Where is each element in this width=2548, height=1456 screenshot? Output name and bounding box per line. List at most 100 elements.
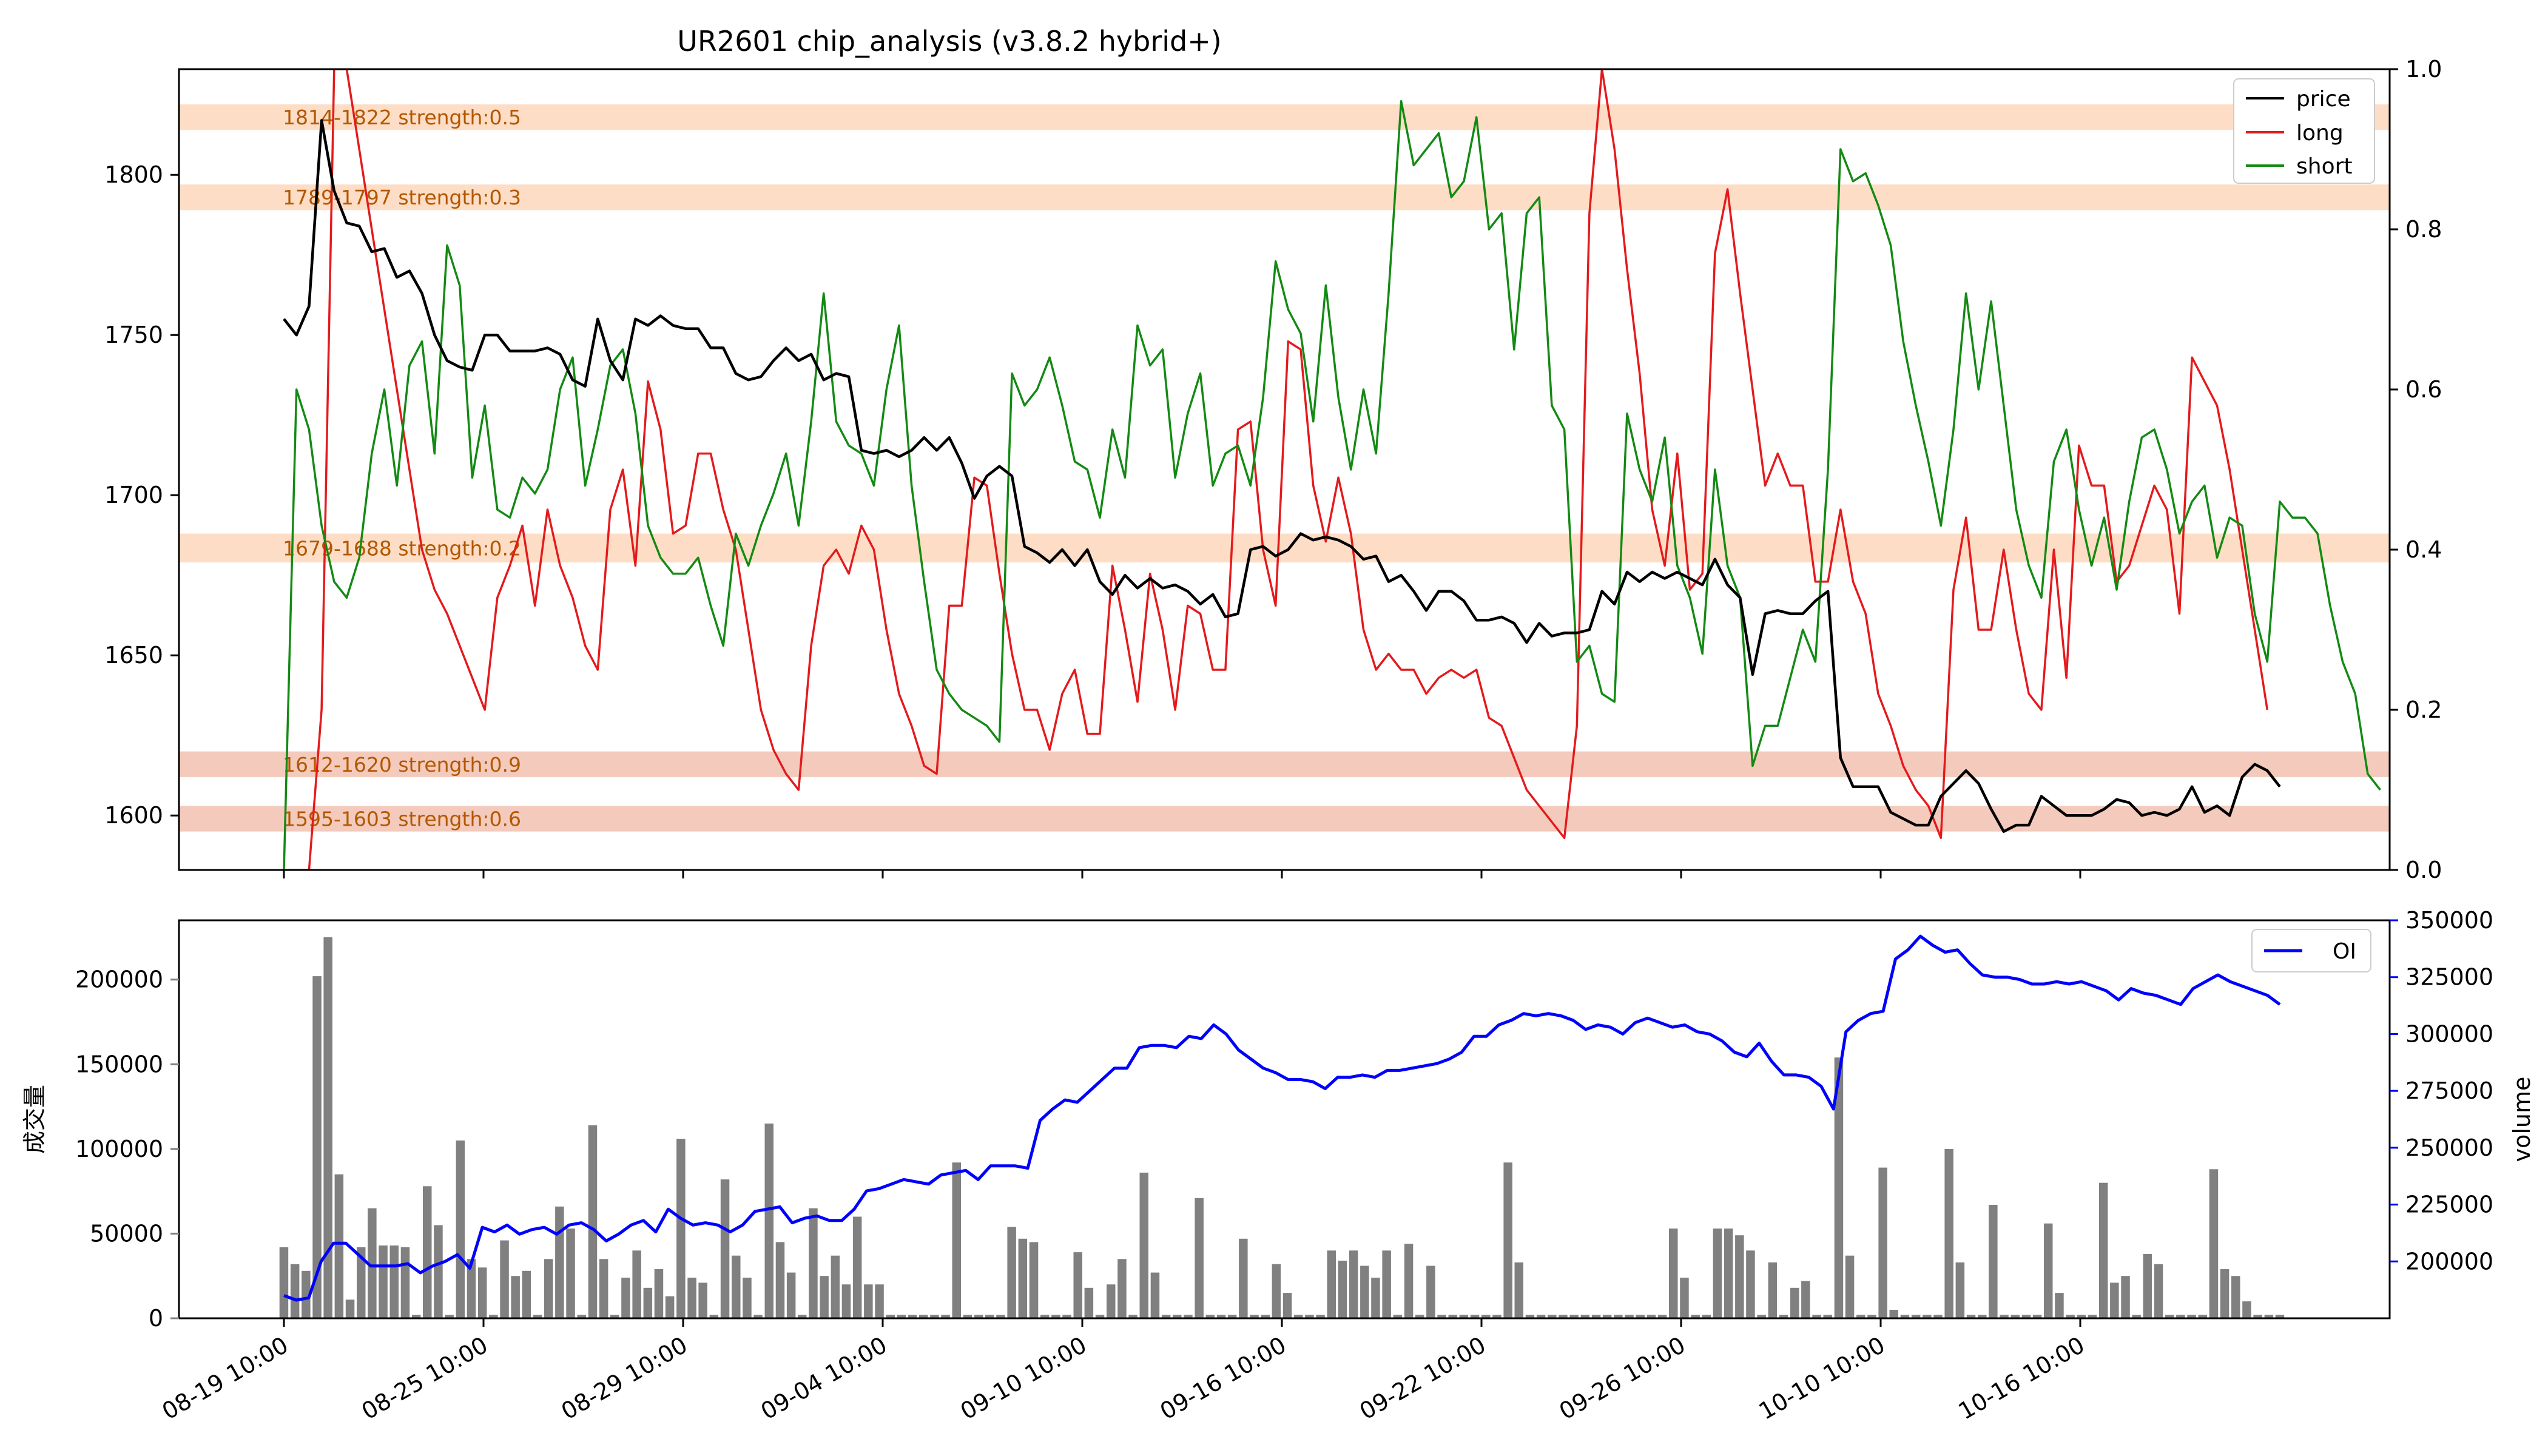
x-tick-label-7: 09-26 10:00 [1555, 1332, 1690, 1425]
zone-band-2 [179, 533, 2390, 563]
volume-bar [2066, 1315, 2075, 1318]
volume-bar [2220, 1269, 2230, 1318]
volume-bar [2044, 1223, 2053, 1318]
volume-bar [1702, 1315, 1711, 1318]
x-tick-label-5: 09-16 10:00 [1156, 1332, 1291, 1425]
volume-bar [1117, 1259, 1127, 1318]
volume-bar [1559, 1315, 1568, 1318]
volume-bar [2176, 1315, 2185, 1318]
volume-bar [1371, 1278, 1380, 1318]
volume-tick-label-3: 150000 [75, 1051, 163, 1077]
volume-bar [2231, 1276, 2240, 1318]
price-legend: price long short [2233, 78, 2375, 184]
oi-tick-label-3: 275000 [2405, 1077, 2493, 1104]
volume-bar [1812, 1315, 1821, 1318]
x-tick-label-6: 09-22 10:00 [1355, 1332, 1491, 1425]
oi-tick-label-5: 325000 [2405, 964, 2493, 991]
volume-bar [1923, 1315, 1932, 1318]
volume-bar [1845, 1255, 1855, 1318]
volume-bar [1007, 1227, 1016, 1318]
volume-bars [279, 937, 2285, 1318]
volume-bar [1205, 1315, 1215, 1318]
volume-bar [1933, 1315, 1943, 1318]
strength-tick-label-1: 0.2 [2405, 696, 2442, 723]
volume-bar [1768, 1262, 1778, 1318]
volume-bar [1790, 1287, 1799, 1318]
volume-bar [875, 1284, 884, 1318]
volume-bar [1150, 1272, 1160, 1318]
strength-tick-label-2: 0.4 [2405, 536, 2442, 563]
volume-bar [1382, 1250, 1391, 1318]
volume-tick-label-1: 50000 [90, 1220, 163, 1247]
volume-bar [489, 1315, 498, 1318]
volume-bar [2021, 1315, 2031, 1318]
oi-series-group [283, 934, 2281, 1302]
zone-label-4: 1595-1603 strength:0.6 [283, 807, 521, 831]
volume-bar [1823, 1315, 1832, 1318]
volume-bar [1195, 1198, 1204, 1318]
volume-axis-label: 成交量 [21, 1085, 48, 1154]
volume-bar [290, 1264, 300, 1318]
x-tick-label-8: 10-10 10:00 [1754, 1332, 1890, 1425]
volume-bar [2143, 1253, 2152, 1318]
volume-plot-frame [178, 919, 2391, 1320]
volume-bar [456, 1140, 465, 1318]
volume-bar [1095, 1315, 1105, 1318]
volume-bar [2198, 1315, 2207, 1318]
volume-bar [621, 1278, 630, 1318]
volume-bar [1602, 1315, 1612, 1318]
zone-label-0: 1814-1822 strength:0.5 [283, 106, 521, 129]
volume-bar [2032, 1315, 2042, 1318]
volume-bar [467, 1259, 476, 1318]
volume-bar [941, 1315, 950, 1318]
volume-bar [1261, 1315, 1270, 1318]
volume-bar [1107, 1284, 1116, 1318]
volume-bar [2010, 1315, 2020, 1318]
volume-bar [1548, 1315, 1557, 1318]
volume-bar [1448, 1315, 1457, 1318]
volume-bar [1724, 1228, 1733, 1318]
price-plot-frame [178, 68, 2391, 871]
volume-bar [610, 1315, 619, 1318]
volume-bar [2132, 1315, 2141, 1318]
volume-bar [1040, 1315, 1050, 1318]
volume-bar [952, 1162, 961, 1318]
volume-bar [1018, 1238, 1028, 1318]
volume-bar [1404, 1244, 1414, 1318]
volume-bar [533, 1315, 542, 1318]
volume-bar [1900, 1315, 1910, 1318]
volume-bar [1393, 1315, 1403, 1318]
volume-bar [334, 1174, 344, 1318]
volume-bar [555, 1206, 564, 1318]
volume-bar [2121, 1276, 2130, 1318]
volume-bar [798, 1315, 807, 1318]
volume-bar [1889, 1310, 1898, 1318]
volume-bar [687, 1278, 696, 1318]
volume-bar [1426, 1266, 1435, 1318]
volume-bar [1349, 1250, 1358, 1318]
volume-bar [1327, 1250, 1336, 1318]
oi-tick-label-2: 250000 [2405, 1134, 2493, 1161]
volume-bar [379, 1245, 388, 1318]
series-short-line [283, 100, 2381, 870]
strength-tick-label-4: 0.8 [2405, 216, 2442, 243]
volume-bar [1591, 1315, 1601, 1318]
legend-short-label: short [2296, 154, 2353, 179]
volume-bar [368, 1208, 377, 1318]
volume-bar [764, 1124, 774, 1318]
price-tick-label-0: 1600 [104, 802, 163, 829]
volume-bar [599, 1259, 608, 1318]
volume-bar [886, 1315, 895, 1318]
volume-bar [1580, 1315, 1590, 1318]
volume-bar [1470, 1315, 1480, 1318]
volume-bar [1989, 1205, 1998, 1318]
volume-bar [930, 1315, 939, 1318]
volume-bar [1503, 1162, 1512, 1318]
volume-bar [1625, 1315, 1634, 1318]
volume-bar [753, 1315, 763, 1318]
volume-bar [411, 1315, 421, 1318]
volume-bar [1978, 1315, 1987, 1318]
volume-bar [445, 1315, 454, 1318]
volume-bar [566, 1228, 575, 1318]
volume-plot-area [179, 920, 2390, 1318]
